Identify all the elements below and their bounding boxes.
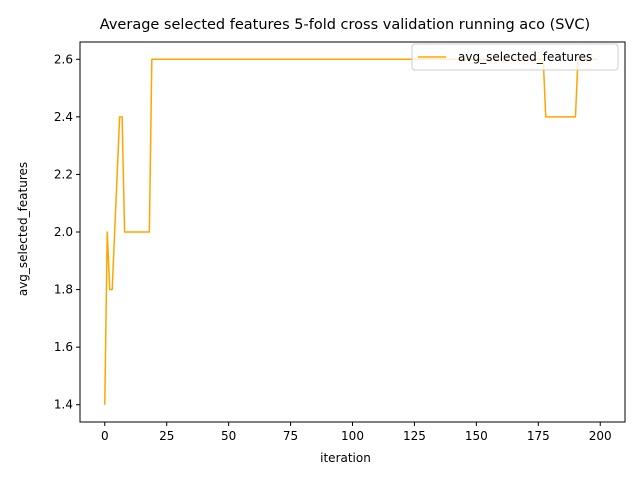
x-tick-label: 200 [589, 429, 612, 443]
legend: avg_selected_features [411, 43, 619, 71]
y-tick-label: 2.0 [54, 225, 73, 239]
x-axis-ticks: 0 25 50 75 100 125 150 175 200 [101, 422, 612, 443]
legend-frame [411, 43, 619, 71]
y-axis-label: avg_selected_features [16, 162, 30, 296]
chart-title: Average selected features 5-fold cross v… [100, 17, 590, 33]
x-tick-label: 125 [403, 429, 426, 443]
y-tick-label: 1.4 [54, 398, 73, 412]
x-tick-label: 175 [527, 429, 550, 443]
y-tick-label: 1.6 [54, 340, 73, 354]
y-tick-label: 2.2 [54, 167, 73, 181]
x-tick-label: 50 [221, 429, 236, 443]
x-tick-label: 25 [159, 429, 174, 443]
y-tick-label: 1.8 [54, 283, 73, 297]
x-tick-label: 100 [341, 429, 364, 443]
x-tick-label: 0 [101, 429, 109, 443]
x-axis-label: iteration [320, 451, 371, 465]
x-tick-label: 75 [283, 429, 298, 443]
x-tick-label: 150 [465, 429, 488, 443]
y-axis-ticks: 1.4 1.6 1.8 2.0 2.2 2.4 2.6 [54, 52, 80, 412]
y-tick-label: 2.6 [54, 52, 73, 66]
legend-label: avg_selected_features [458, 50, 592, 64]
y-tick-label: 2.4 [54, 110, 73, 124]
